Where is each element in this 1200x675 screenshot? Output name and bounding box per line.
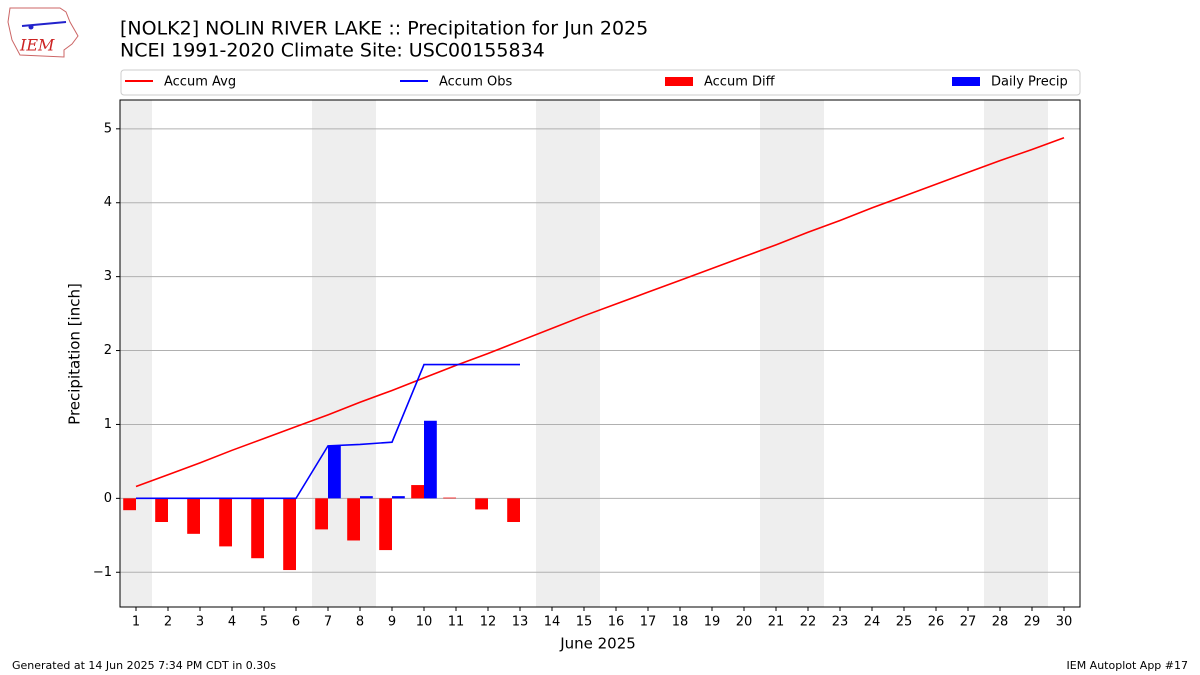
bar xyxy=(187,498,200,534)
bar xyxy=(328,445,341,499)
y-tick-label: 5 xyxy=(104,121,112,136)
x-tick-label: 11 xyxy=(448,615,465,630)
shaded-day xyxy=(568,100,600,607)
logo-text: IEM xyxy=(19,36,55,55)
x-tick-label: 28 xyxy=(992,615,1009,630)
x-tick-label: 12 xyxy=(480,615,497,630)
shaded-day xyxy=(120,100,152,607)
bar xyxy=(379,498,392,551)
legend-box xyxy=(120,69,1081,96)
shaded-day xyxy=(792,100,824,607)
x-tick-label: 26 xyxy=(928,615,945,630)
x-tick-label: 14 xyxy=(544,615,561,630)
shaded-day xyxy=(536,100,568,607)
y-tick-label: 4 xyxy=(104,195,112,210)
chart-title: [NOLK2] NOLIN RIVER LAKE :: Precipitatio… xyxy=(120,18,648,40)
x-tick-label: 9 xyxy=(388,615,396,630)
shaded-day xyxy=(984,100,1016,607)
y-tick-label: −1 xyxy=(93,565,112,580)
x-tick-label: 21 xyxy=(768,615,785,630)
shaded-day xyxy=(312,100,344,607)
legend-item: Accum Avg xyxy=(125,75,236,90)
x-tick-label: 22 xyxy=(800,615,817,630)
bar xyxy=(424,420,437,499)
legend-label: Daily Precip xyxy=(991,75,1068,90)
x-tick-label: 2 xyxy=(164,615,172,630)
legend-item: Daily Precip xyxy=(952,75,1068,90)
legend-label: Accum Diff xyxy=(704,75,776,90)
bar xyxy=(283,498,296,571)
x-tick-label: 30 xyxy=(1056,615,1073,630)
x-tick-label: 25 xyxy=(896,615,913,630)
legend-swatch xyxy=(952,77,980,86)
logo: IEM xyxy=(7,7,79,58)
bar xyxy=(315,498,328,530)
x-tick-label: 17 xyxy=(640,615,657,630)
chart-subtitle: NCEI 1991-2020 Climate Site: USC00155834 xyxy=(120,40,545,62)
bar xyxy=(507,498,520,523)
x-tick-label: 18 xyxy=(672,615,689,630)
bar xyxy=(411,485,424,499)
x-tick-label: 24 xyxy=(864,615,881,630)
shaded-day xyxy=(1016,100,1048,607)
x-tick-label: 29 xyxy=(1024,615,1041,630)
x-tick-label: 8 xyxy=(356,615,364,630)
x-tick-label: 1 xyxy=(132,615,140,630)
x-tick-label: 16 xyxy=(608,615,625,630)
x-tick-label: 3 xyxy=(196,615,204,630)
x-tick-label: 5 xyxy=(260,615,268,630)
bar xyxy=(443,497,456,499)
bar xyxy=(475,498,488,510)
y-tick-label: 3 xyxy=(104,269,112,284)
bar xyxy=(251,498,264,559)
legend-label: Accum Avg xyxy=(164,75,236,90)
bar xyxy=(347,498,360,541)
x-tick-label: 20 xyxy=(736,615,753,630)
legend-swatch xyxy=(665,77,693,86)
legend-label: Accum Obs xyxy=(439,75,512,90)
x-tick-label: 13 xyxy=(512,615,529,630)
line xyxy=(135,136,1065,488)
x-tick-label: 27 xyxy=(960,615,977,630)
shaded-day xyxy=(760,100,792,607)
footer-left: Generated at 14 Jun 2025 7:34 PM CDT in … xyxy=(12,659,276,672)
y-tick-label: 1 xyxy=(104,417,112,432)
legend-item: Accum Diff xyxy=(665,75,776,90)
x-tick-label: 7 xyxy=(324,615,332,630)
y-tick-label: 2 xyxy=(104,343,112,358)
x-axis-label: June 2025 xyxy=(559,635,636,653)
y-tick-label: 0 xyxy=(104,491,112,506)
x-tick-label: 6 xyxy=(292,615,300,630)
x-tick-label: 10 xyxy=(416,615,433,630)
bar xyxy=(123,498,136,511)
bar xyxy=(392,496,405,499)
bar xyxy=(360,496,373,499)
bar xyxy=(219,498,232,547)
x-tick-label: 19 xyxy=(704,615,721,630)
line xyxy=(136,363,520,500)
x-tick-label: 23 xyxy=(832,615,849,630)
bar xyxy=(155,498,168,523)
footer-right: IEM Autoplot App #17 xyxy=(1067,659,1189,672)
y-axis-label: Precipitation [inch] xyxy=(66,283,84,425)
x-tick-label: 15 xyxy=(576,615,593,630)
x-tick-label: 4 xyxy=(228,615,236,630)
plot-frame xyxy=(119,99,1081,608)
legend-item: Accum Obs xyxy=(400,75,512,90)
